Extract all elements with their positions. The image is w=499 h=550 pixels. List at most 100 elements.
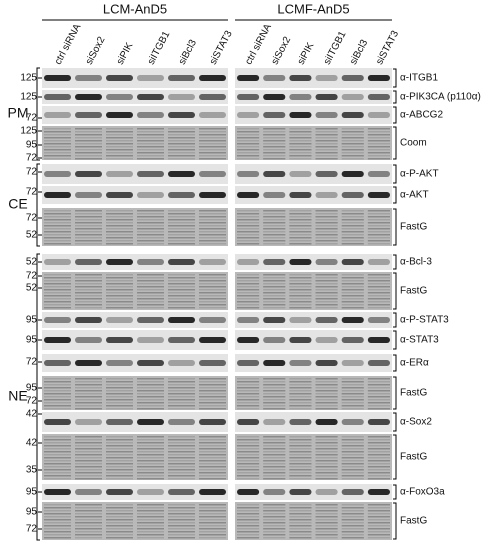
stain-band xyxy=(289,283,312,285)
blot-background xyxy=(42,312,228,328)
stain-band xyxy=(199,405,226,407)
protein-band xyxy=(137,317,164,323)
protein-band xyxy=(168,360,195,366)
row-bracket xyxy=(393,208,397,246)
protein-band xyxy=(289,360,312,366)
stain-band xyxy=(106,525,133,527)
row-bracket xyxy=(393,484,397,500)
stain-band xyxy=(237,134,260,136)
stain-band xyxy=(237,283,260,285)
blot-background xyxy=(42,208,228,246)
blot-background xyxy=(42,434,228,480)
protein-band xyxy=(237,317,260,323)
stain-band xyxy=(315,537,338,539)
section-bracket xyxy=(36,163,40,247)
stain-band xyxy=(289,237,312,239)
stain-band xyxy=(289,390,312,392)
stain-band xyxy=(75,504,102,506)
stain-band xyxy=(168,155,195,157)
stain-band xyxy=(75,396,102,398)
stain-band xyxy=(75,378,102,380)
stain-band xyxy=(106,228,133,230)
stain-band xyxy=(75,399,102,401)
protein-band xyxy=(289,259,312,265)
stain-band xyxy=(263,402,286,404)
stain-band xyxy=(263,277,286,279)
stain-band xyxy=(106,531,133,533)
stain-band xyxy=(44,152,71,154)
stain-band xyxy=(367,225,390,227)
stain-band xyxy=(341,466,364,468)
mw-marker: 72 xyxy=(26,357,38,368)
stain-band xyxy=(367,507,390,509)
row-bracket xyxy=(393,312,397,328)
stain-band xyxy=(263,516,286,518)
stain-band xyxy=(237,528,260,530)
stain-band xyxy=(289,289,312,291)
stain-band xyxy=(341,216,364,218)
stain-band xyxy=(315,396,338,398)
stain-band xyxy=(289,442,312,444)
stain-band xyxy=(44,448,71,450)
stain-band xyxy=(315,158,338,160)
stain-band xyxy=(75,472,102,474)
stain-band xyxy=(75,213,102,215)
protein-band xyxy=(75,360,102,366)
stain-band xyxy=(263,478,286,480)
mw-marker: 72 xyxy=(26,113,38,124)
stain-band xyxy=(263,234,286,236)
stain-band xyxy=(237,460,260,462)
stain-band xyxy=(106,510,133,512)
stain-band xyxy=(199,289,226,291)
stain-band xyxy=(263,128,286,130)
stain-band xyxy=(44,405,71,407)
stain-band xyxy=(75,445,102,447)
stain-band xyxy=(44,522,71,524)
row-label: FastG xyxy=(400,388,427,399)
blot-background xyxy=(235,208,392,246)
stain-band xyxy=(75,234,102,236)
stain-band xyxy=(168,504,195,506)
stain-band xyxy=(341,475,364,477)
stain-band xyxy=(263,134,286,136)
stain-band xyxy=(367,405,390,407)
stain-band xyxy=(289,457,312,459)
stain-band xyxy=(237,537,260,539)
stain-band xyxy=(75,402,102,404)
stain-band xyxy=(341,140,364,142)
stain-band xyxy=(315,457,338,459)
stain-band xyxy=(44,277,71,279)
mw-marker: 72 xyxy=(26,167,38,178)
stain-band xyxy=(289,405,312,407)
stain-band xyxy=(367,243,390,245)
protein-band xyxy=(137,192,164,198)
protein-band xyxy=(44,192,71,198)
stain-band xyxy=(44,213,71,215)
stain-band xyxy=(44,146,71,148)
stain-band xyxy=(199,225,226,227)
stain-band xyxy=(289,384,312,386)
stain-band xyxy=(367,436,390,438)
stain-band xyxy=(341,277,364,279)
stain-band xyxy=(315,513,338,515)
protein-band xyxy=(106,337,133,343)
stain-band xyxy=(237,390,260,392)
protein-band xyxy=(263,75,286,81)
stain-band xyxy=(199,228,226,230)
protein-band xyxy=(367,259,390,265)
protein-band xyxy=(315,75,338,81)
stain-band xyxy=(367,298,390,300)
protein-band xyxy=(289,419,312,425)
stain-band xyxy=(106,158,133,160)
blot-background xyxy=(235,126,392,160)
stain-band xyxy=(367,301,390,303)
stain-band xyxy=(289,534,312,536)
stain-band xyxy=(137,460,164,462)
stain-band xyxy=(106,384,133,386)
stain-band xyxy=(289,537,312,539)
blot-background xyxy=(235,312,392,328)
stain-band xyxy=(315,292,338,294)
stain-band xyxy=(44,516,71,518)
stain-band xyxy=(289,445,312,447)
protein-band xyxy=(341,112,364,118)
